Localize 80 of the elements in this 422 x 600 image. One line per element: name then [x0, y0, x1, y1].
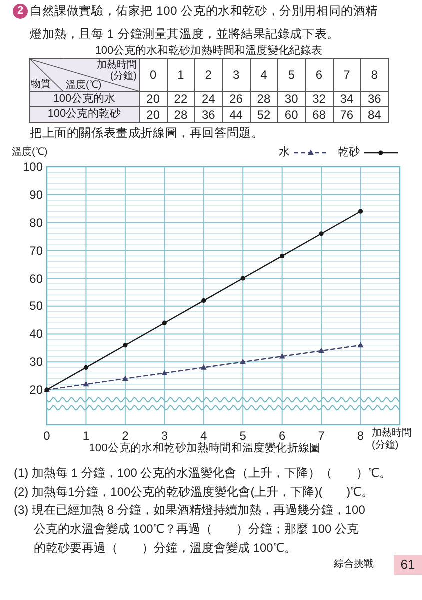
- y-tick-label: 100公克的水: [30, 92, 140, 106]
- data-label: 20: [140, 106, 168, 122]
- text: 2: [13, 4, 28, 19]
- point: [162, 320, 167, 326]
- point: [122, 376, 128, 382]
- y-axis-title: 溫度(℃): [12, 147, 48, 159]
- y-tick-label: 60: [30, 272, 43, 286]
- x-tick-label: 0: [44, 429, 50, 443]
- y-tick-label: 30: [30, 355, 43, 370]
- x-tick-label: 7: [318, 429, 325, 443]
- x-tick-label: 4: [250, 58, 278, 92]
- y-tick-label: 90: [30, 188, 43, 202]
- point: [202, 298, 206, 304]
- point: [162, 370, 168, 376]
- x-tick-label: 1: [82, 429, 90, 443]
- legend-label: 水: [279, 146, 290, 160]
- data-label: 28: [250, 92, 278, 106]
- x-tick-label: 2: [122, 429, 129, 443]
- data-label: 22: [167, 92, 195, 106]
- data-label: 30: [278, 92, 306, 106]
- text: (2) 加熱每1分鐘，100公克的乾砂溫度變化會(上升，下降)( )℃。: [14, 484, 375, 501]
- text: (1) 加熱每 1 分鐘，100 公克的水溫變化會（上升，下降）（ ）℃。: [14, 465, 393, 482]
- x-tick-label: 2: [194, 58, 222, 92]
- data-label: 20: [140, 92, 168, 106]
- x-tick-label: 6: [278, 429, 286, 443]
- point: [318, 348, 325, 354]
- x-tick-label: 6: [305, 58, 334, 92]
- y-tick-label: 20: [30, 383, 43, 397]
- data-label: 36: [194, 106, 222, 122]
- data-label: 44: [222, 106, 250, 122]
- data-label: 68: [305, 106, 334, 122]
- text: 把上面的關係表畫成折線圖，再回答問題。: [30, 125, 264, 142]
- data-label: 24: [194, 92, 222, 106]
- data-label: 76: [333, 106, 361, 122]
- x-tick-label: 5: [240, 429, 246, 443]
- data-label: 36: [360, 92, 388, 106]
- x-tick-label: 0: [140, 58, 168, 92]
- data-label: 60: [278, 106, 306, 122]
- y-tick-label: 80: [30, 216, 43, 230]
- data-label: 34: [333, 92, 361, 106]
- y-tick-label: 50: [30, 299, 43, 314]
- x-axis-title: 加熱時間(分鐘): [372, 428, 413, 452]
- legend-label: 乾砂: [338, 146, 360, 160]
- text: 綜合挑戰: [334, 559, 374, 571]
- x-axis-title: 加熱時間(分鐘): [97, 60, 137, 82]
- data-label: 52: [250, 106, 278, 122]
- chart-subtitle: 自然課做實驗，佑家把 100 公克的水和乾砂，分別用相同的酒精燈加熱，且每 1 分鐘測量其溫度，並將結果記錄成下表。: [30, 3, 379, 43]
- y-axis-title: 物質: [31, 79, 51, 90]
- data-label: 28: [167, 106, 195, 122]
- text: 溫度(℃): [66, 80, 102, 91]
- point: [240, 358, 246, 364]
- y-tick-label: 40: [30, 327, 43, 342]
- y-tick-label: 100: [22, 160, 43, 174]
- text: 61: [394, 555, 422, 575]
- y-tick-label: 100公克的乾砂: [30, 106, 140, 122]
- x-tick-label: 4: [200, 429, 208, 443]
- point: [358, 209, 364, 214]
- point: [240, 276, 246, 281]
- data-label: 32: [305, 92, 334, 106]
- point: [280, 254, 285, 258]
- y-tick-label: 70: [30, 244, 43, 258]
- chart-title: 100公克的水和乾砂加熱時間和溫度變化紀錄表: [94, 45, 324, 58]
- x-tick-label: 7: [333, 58, 361, 92]
- text: (3) 現在已經加熱 8 分鐘，如果酒精燈持續加熱，再過幾分鐘，100 公克的水溫會變成 100℃？再過（ ）分鐘；那麼 100 公克的乾砂要再過（ ）分鐘，溫度會變成 100℃。: [14, 502, 366, 557]
- x-tick-label: 1: [167, 58, 195, 92]
- point: [83, 381, 90, 387]
- x-tick-label: 5: [278, 58, 306, 92]
- point: [279, 353, 286, 359]
- point: [319, 232, 324, 236]
- point: [123, 343, 128, 348]
- data-label: 26: [222, 92, 250, 106]
- x-tick-label: 3: [222, 58, 250, 92]
- point: [200, 364, 207, 370]
- x-tick-label: 3: [161, 429, 168, 443]
- x-tick-label: 8: [360, 58, 388, 92]
- point: [84, 365, 89, 370]
- x-tick-label: 8: [357, 429, 364, 443]
- point: [358, 342, 364, 348]
- text: 100公克的水和乾砂加熱時間和溫度變化折線圖: [89, 442, 321, 456]
- data-label: 84: [360, 106, 388, 122]
